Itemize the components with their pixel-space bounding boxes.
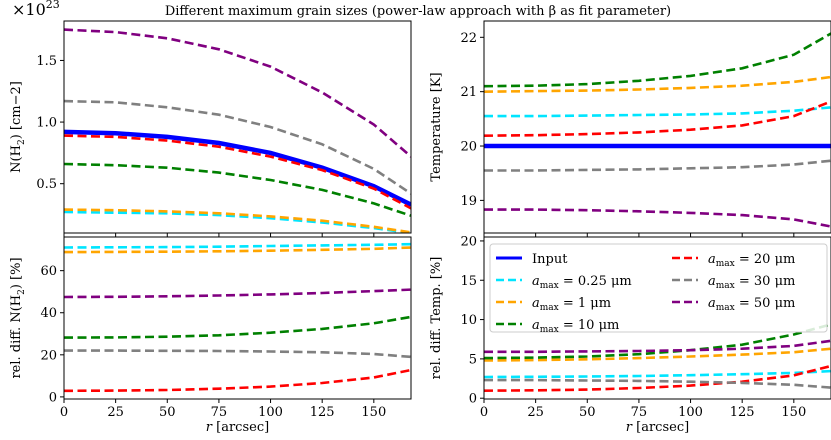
series-line-amax-20-m [484,100,831,137]
y-axis-label: Temperature [K] [429,72,444,181]
y-tick-label: 60 [40,264,57,279]
x-axis-label: r [arcsec] [206,420,269,435]
legend-entry: amax = 0.25 μm [532,274,632,291]
series-line-amax-30-m [484,378,831,389]
legend-entry: Input [532,252,568,267]
series-line-input [64,129,411,207]
legend-entry: amax = 1 μm [532,296,611,313]
y-tick-label: 0 [469,392,477,407]
x-tick-label: 25 [107,405,124,420]
legend-entry: amax = 20 μm [708,252,795,269]
series-line-amax-1-m [64,246,411,254]
series-line-amax-30-m [64,349,411,359]
x-tick-label: 0 [60,405,68,420]
series-line-amax-50-m [64,28,411,158]
y-tick-label: 20 [460,140,477,155]
series-line-amax-20-m [64,134,411,210]
series-line-amax-20-m [64,368,411,393]
x-tick-label: 125 [730,405,755,420]
series-line-amax-0-25-m [64,242,411,249]
y-tick-label: 0 [49,390,57,405]
series-line-amax-10-m [64,162,411,217]
axes-frame [483,20,831,234]
series-line-amax-50-m [484,208,831,228]
series-line-amax-20-m [484,364,831,392]
y-axis-label: N(H2) [cm−2] [9,81,27,173]
legend: Input amax = 0.25 μm amax = 1 μm amax = 10 … [489,243,828,335]
x-tick-label: 150 [781,405,806,420]
x-tick-label: 50 [159,405,176,420]
axes-frame [483,236,831,400]
y-tick-label: 22 [460,31,477,46]
y-tick-label: 0.5 [36,177,57,192]
y-tick-label: 40 [40,306,57,321]
y-tick-label: 1.0 [36,116,57,131]
panel-top-right: 19 20 21 22 Temperature [K] [429,20,831,237]
y-tick-label: 1.5 [36,54,57,69]
y-tick-label: 19 [460,194,477,209]
y-tick-label: 20 [40,348,57,363]
x-axis-label: r [arcsec] [626,420,689,435]
series-line-amax-30-m [64,99,411,195]
y-tick-label: 21 [460,85,477,100]
series-line-amax-1-m [484,75,831,93]
x-tick-label: 125 [310,405,335,420]
x-tick-label: 100 [258,405,283,420]
series-line-amax-1-m [64,208,411,233]
y-axis-label: rel. diff. Temp. [%] [429,257,444,380]
axes-frame [63,236,412,400]
legend-entry: amax = 50 μm [708,296,795,313]
series-line-amax-0-25-m [64,210,411,233]
x-tick-label: 25 [527,405,544,420]
axes-frame [63,20,412,234]
series-line-amax-50-m [484,339,831,354]
series-line-amax-1-m [484,347,831,362]
multiplier-label: ×1023 [12,0,60,19]
legend-entry: amax = 30 μm [708,274,795,291]
series-line-amax-10-m [484,32,831,88]
y-tick-label: 20 [460,234,477,249]
x-tick-label: 150 [361,405,386,420]
y-tick-label: 15 [460,274,477,289]
series-line-amax-10-m [484,323,831,360]
series-line-amax-0-25-m [484,369,831,379]
figure-title: Different maximum grain sizes (power-law… [165,4,671,19]
series-line-amax-10-m [64,315,411,339]
y-tick-label: 5 [469,352,477,367]
x-tick-label: 0 [480,405,488,420]
x-tick-label: 75 [631,405,648,420]
series-line-amax-50-m [64,288,411,299]
series-line-amax-30-m [484,159,831,172]
x-tick-label: 100 [678,405,703,420]
y-tick-label: 10 [460,313,477,328]
panel-top-left: 0.5 1.0 1.5 N(H2) [cm−2] [9,20,412,237]
y-axis-label: rel. diff. N(H2) [%] [9,257,27,378]
panel-bottom-left: 0 25 50 75 100 125 150 0 20 40 60 rel. diff. N(H2) … [9,236,412,435]
x-tick-label: 50 [579,405,596,420]
panel-bottom-right: 0 25 50 75 100 125 150 0 5 10 15 20 rel. diff. Temp.… [429,234,831,435]
x-tick-label: 75 [211,405,228,420]
legend-entry: amax = 10 μm [532,318,619,335]
series-line-amax-0-25-m [484,106,831,118]
legend-box [489,243,828,333]
